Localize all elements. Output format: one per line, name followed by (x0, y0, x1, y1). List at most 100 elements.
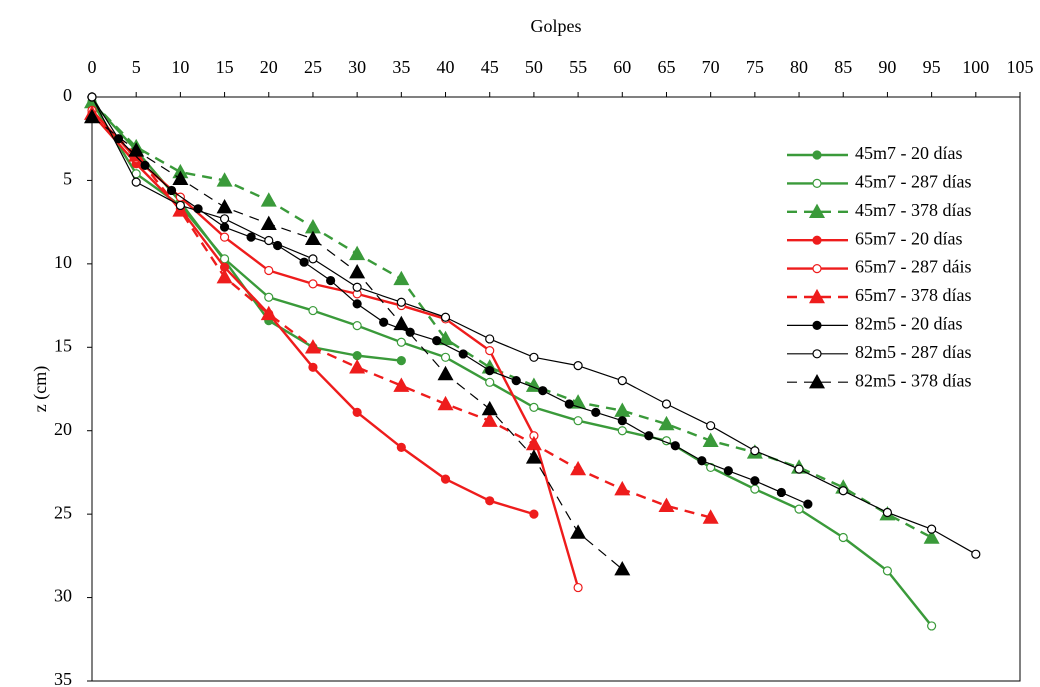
legend-marker (809, 288, 825, 304)
marker (396, 356, 406, 366)
marker (525, 449, 542, 464)
marker (702, 509, 719, 524)
series (84, 93, 940, 544)
marker (838, 486, 848, 496)
marker (591, 407, 601, 417)
marker (349, 359, 366, 374)
marker (128, 142, 145, 157)
marker (617, 416, 627, 426)
legend-marker (812, 320, 822, 330)
marker (175, 200, 185, 211)
y-tick-label: 15 (54, 335, 72, 355)
legend-label: 65m7 - 378 días (855, 285, 972, 305)
marker (927, 621, 937, 631)
legend-label: 65m7 - 20 días (855, 228, 963, 248)
marker (308, 305, 318, 316)
marker (882, 507, 893, 518)
marker (670, 441, 680, 451)
marker (352, 299, 362, 309)
marker (304, 230, 321, 246)
marker (264, 235, 274, 246)
x-tick-label: 75 (746, 57, 764, 77)
marker (658, 497, 675, 513)
y-axis-title: z (cm) (30, 366, 51, 412)
legend-label: 45m7 - 287 días (855, 172, 972, 192)
marker (432, 336, 442, 346)
marker (87, 92, 97, 102)
marker (570, 394, 587, 409)
marker (481, 412, 498, 427)
marker (396, 297, 406, 307)
x-tick-label: 55 (569, 57, 587, 77)
marker (697, 456, 707, 466)
marker (216, 198, 233, 214)
marker (131, 177, 141, 187)
marker (723, 466, 733, 476)
marker (393, 315, 410, 331)
marker (113, 134, 124, 144)
marker (702, 432, 719, 447)
y-tick-label: 5 (63, 169, 72, 189)
legend: 45m7 - 20 días 45m7 - 287 días 45m7 - 378 … (787, 143, 972, 390)
x-tick-label: 65 (657, 57, 675, 77)
marker (570, 524, 587, 539)
marker (661, 399, 672, 409)
series-line (91, 112, 711, 519)
marker (437, 365, 454, 381)
marker (794, 504, 804, 514)
marker (614, 480, 631, 496)
series-line (91, 101, 933, 539)
y-tick-label: 0 (63, 85, 72, 105)
marker (260, 192, 277, 207)
series-line (90, 101, 933, 627)
marker (219, 222, 230, 232)
x-tick-label: 0 (88, 57, 97, 77)
marker (564, 399, 574, 409)
legend-marker (809, 203, 825, 219)
x-axis-title: Golpes (531, 16, 582, 36)
marker (485, 334, 495, 344)
x-tick-label: 50 (525, 57, 543, 77)
x-tick-label: 25 (304, 57, 322, 77)
series-line (91, 116, 623, 570)
marker (440, 352, 451, 362)
marker (264, 265, 274, 276)
marker (393, 270, 410, 286)
x-tick-label: 70 (702, 57, 720, 77)
marker (437, 395, 454, 411)
marker (379, 317, 389, 327)
marker (485, 366, 495, 376)
marker (614, 402, 631, 417)
x-tick-label: 95 (923, 57, 941, 77)
legend-marker (812, 349, 822, 359)
marker (614, 561, 631, 576)
marker (617, 426, 627, 436)
series (87, 92, 813, 509)
marker (84, 108, 100, 124)
marker (838, 532, 848, 543)
marker (570, 460, 587, 476)
marker (776, 487, 786, 498)
marker (971, 549, 981, 559)
marker (511, 376, 521, 386)
x-tick-label: 105 (1007, 57, 1034, 77)
series (87, 97, 937, 631)
series-line (91, 96, 809, 505)
marker (166, 185, 177, 196)
marker (172, 170, 189, 185)
marker (923, 529, 940, 544)
series (84, 105, 719, 524)
y-tick-label: 10 (54, 252, 72, 272)
marker (481, 400, 498, 416)
marker (352, 351, 362, 361)
marker (803, 499, 813, 509)
marker (352, 282, 362, 292)
marker (304, 339, 321, 354)
marker (308, 362, 318, 372)
marker (396, 337, 406, 347)
x-tick-label: 10 (171, 57, 189, 77)
series-line (91, 109, 580, 588)
plot-frame (91, 96, 1021, 682)
marker (658, 415, 675, 431)
